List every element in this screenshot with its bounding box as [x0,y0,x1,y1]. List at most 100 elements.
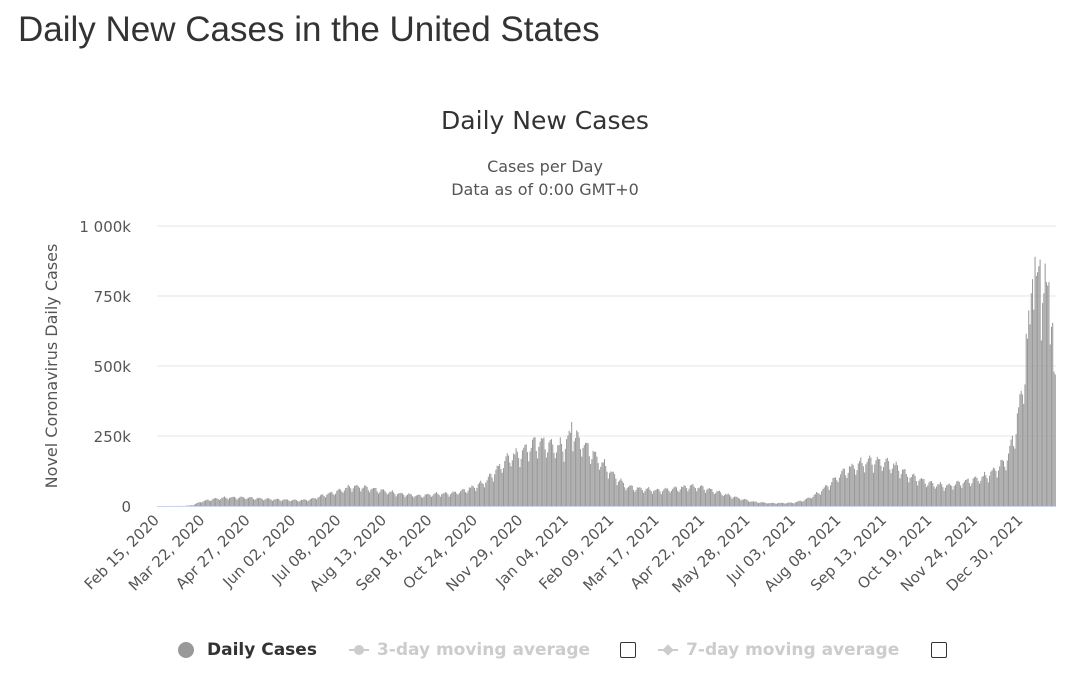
daily-cases-bar[interactable] [636,487,638,506]
daily-cases-bar[interactable] [760,502,762,506]
daily-cases-bar[interactable] [672,488,674,506]
daily-cases-bar[interactable] [347,484,349,506]
daily-cases-bar[interactable] [370,489,372,506]
daily-cases-bar[interactable] [206,499,208,506]
daily-cases-bar[interactable] [704,492,707,506]
daily-cases-bar[interactable] [518,457,520,506]
daily-cases-bar[interactable] [404,497,406,506]
daily-cases-bar[interactable] [591,459,593,506]
daily-cases-bar[interactable] [765,503,767,506]
daily-cases-bar[interactable] [217,498,219,506]
daily-cases-bar[interactable] [453,491,455,506]
daily-cases-bar[interactable] [667,488,669,506]
daily-cases-bar[interactable] [625,490,627,506]
daily-cases-bar[interactable] [1015,434,1017,506]
daily-cases-bar[interactable] [581,456,583,506]
daily-cases-bar[interactable] [799,500,801,506]
daily-cases-bar[interactable] [264,499,266,506]
daily-cases-bar[interactable] [758,503,760,506]
daily-cases-bar[interactable] [890,473,892,506]
daily-cases-bar[interactable] [655,489,657,507]
daily-cases-bar[interactable] [362,487,364,506]
daily-cases-bar[interactable] [463,489,465,506]
daily-cases-bar[interactable] [966,479,968,506]
daily-cases-bar[interactable] [601,462,603,506]
daily-cases-bar[interactable] [593,451,595,506]
daily-cases-bar[interactable] [787,502,789,506]
daily-cases-bar[interactable] [211,500,213,506]
daily-cases-bar[interactable] [670,490,672,506]
daily-cases-bar[interactable] [980,480,982,506]
daily-cases-bar[interactable] [731,498,733,506]
daily-cases-bar[interactable] [989,475,991,506]
daily-cases-bar[interactable] [383,489,385,506]
daily-cases-bar[interactable] [323,496,325,506]
daily-cases-bar[interactable] [221,497,223,506]
daily-cases-bar[interactable] [226,498,228,506]
daily-cases-bar[interactable] [364,485,366,506]
daily-cases-bar[interactable] [279,500,281,506]
daily-cases-bar[interactable] [278,499,280,506]
daily-cases-bar[interactable] [852,465,854,506]
daily-cases-bar[interactable] [1044,263,1046,506]
daily-cases-bar[interactable] [859,461,861,506]
daily-cases-bar[interactable] [853,468,856,506]
daily-cases-bar[interactable] [390,491,392,506]
daily-cases-bar[interactable] [494,474,496,506]
daily-cases-bar[interactable] [707,488,709,506]
daily-cases-bar[interactable] [761,502,763,506]
daily-cases-bar[interactable] [836,480,838,506]
daily-cases-bar[interactable] [639,487,641,506]
daily-cases-bar[interactable] [769,503,771,506]
daily-cases-bar[interactable] [538,446,540,506]
daily-cases-bar[interactable] [659,491,661,506]
daily-cases-bar[interactable] [914,475,916,506]
daily-cases-bar[interactable] [976,478,978,506]
daily-cases-bar[interactable] [462,488,464,506]
daily-cases-bar[interactable] [381,489,383,506]
daily-cases-bar[interactable] [804,499,806,506]
daily-cases-bar[interactable] [327,493,329,506]
daily-cases-bar[interactable] [574,437,576,506]
daily-cases-bar[interactable] [633,489,635,506]
legend-item-daily-cases[interactable]: Daily Cases [178,640,317,660]
daily-cases-bar[interactable] [212,498,214,506]
daily-cases-bar[interactable] [273,499,275,506]
daily-cases-bar[interactable] [433,493,435,506]
daily-cases-bar[interactable] [856,470,858,506]
daily-cases-bar[interactable] [778,502,780,506]
daily-cases-bar[interactable] [515,448,517,506]
daily-cases-bar[interactable] [331,491,333,506]
daily-cases-bar[interactable] [225,497,227,506]
daily-cases-bar[interactable] [458,493,460,506]
daily-cases-bar[interactable] [1053,371,1055,506]
daily-cases-bar[interactable] [876,456,878,506]
daily-cases-bar[interactable] [631,485,633,506]
daily-cases-bar[interactable] [562,451,564,506]
daily-cases-bar[interactable] [451,493,453,506]
daily-cases-bar[interactable] [925,487,927,506]
daily-cases-bar[interactable] [398,493,400,506]
daily-cases-bar[interactable] [727,493,729,506]
daily-cases-bar[interactable] [677,490,679,506]
daily-cases-bar[interactable] [847,472,849,506]
daily-cases-bar[interactable] [504,461,506,506]
daily-cases-bar[interactable] [891,468,893,506]
daily-cases-bar[interactable] [999,466,1001,506]
daily-cases-bar[interactable] [669,492,671,506]
daily-cases-bar[interactable] [475,490,477,506]
daily-cases-bar[interactable] [898,470,900,506]
daily-cases-bar[interactable] [958,481,960,506]
daily-cases-bar[interactable] [936,486,938,506]
daily-cases-bar[interactable] [968,483,970,506]
daily-cases-bar[interactable] [1037,272,1039,506]
daily-cases-bar[interactable] [1047,285,1049,506]
daily-cases-bar[interactable] [956,481,958,506]
daily-cases-bar[interactable] [501,472,503,506]
daily-cases-bar[interactable] [386,494,388,506]
daily-cases-bar[interactable] [715,493,717,506]
daily-cases-bar[interactable] [749,502,751,506]
daily-cases-bar[interactable] [629,485,631,506]
daily-cases-bar[interactable] [246,498,248,506]
daily-cases-bar[interactable] [573,441,575,506]
